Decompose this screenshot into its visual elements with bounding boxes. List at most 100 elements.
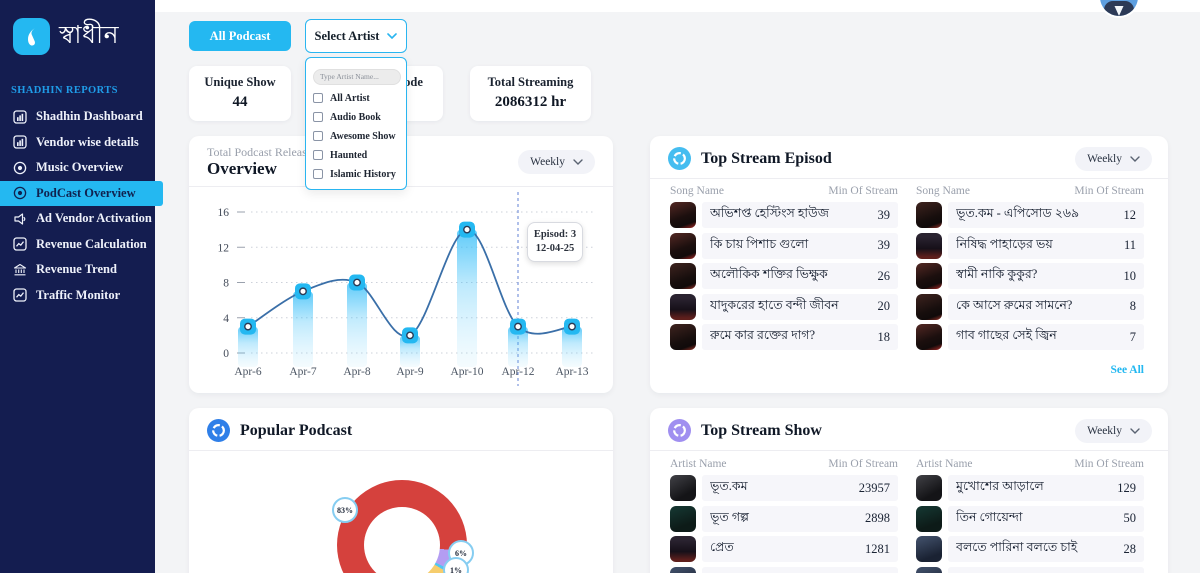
item-name: ভূত গল্প <box>710 509 749 524</box>
album-art <box>916 475 942 501</box>
donut-label-83: 83% <box>332 497 358 523</box>
show-period-select[interactable]: Weekly <box>1075 419 1152 443</box>
checkbox[interactable] <box>313 93 323 103</box>
artist-options-list: All Artist Audio Book Awesome Show Haunted I… <box>313 93 399 180</box>
show-list-right: মুখোশের আড়ালে 129 তিন গোয়েন্দা 50 বলতে পার… <box>916 475 1144 573</box>
album-art <box>670 202 696 228</box>
list-item[interactable]: ভূত.কম - এপিসোড ২৬৯ 12 <box>916 202 1144 228</box>
item-name: প্রেত <box>710 540 734 554</box>
show-list-left: ভূত.কম 23957 ভূত গল্প 2898 প্রেত 1281 <box>670 475 898 573</box>
list-item[interactable]: ভূত গল্প 2898 <box>670 505 898 532</box>
album-art <box>670 232 696 259</box>
record-icon <box>13 161 27 175</box>
list-item[interactable] <box>916 566 1144 573</box>
episode-period-select[interactable]: Weekly <box>1075 147 1152 171</box>
column-headers: Artist Name Min Of Stream <box>670 458 898 470</box>
list-item[interactable]: কে আসে রুমের সামনে? 8 <box>916 293 1144 320</box>
record-icon <box>13 186 27 200</box>
chart-tooltip: Episod: 3 12-04-25 <box>527 222 583 263</box>
overview-title: Overview <box>207 159 277 178</box>
row-bar: যাদুকরের হাতে বন্দী জীবন 20 <box>702 293 898 320</box>
album-art <box>670 536 696 562</box>
avatar[interactable] <box>1100 0 1138 16</box>
item-value: 1281 <box>865 541 890 556</box>
sidebar-item-traffic-monitor[interactable]: Traffic Monitor <box>0 283 155 309</box>
item-value: 129 <box>1117 480 1136 495</box>
column-headers: Artist Name Min Of Stream <box>916 458 1144 470</box>
sidebar-item-revenue-trend[interactable]: Revenue Trend <box>0 257 155 283</box>
checkbox[interactable] <box>313 112 323 122</box>
artist-search-input[interactable] <box>313 68 401 85</box>
list-item[interactable]: বলতে পারিনা বলতে চাই 28 <box>916 536 1144 562</box>
overview-period-select[interactable]: Weekly <box>518 150 595 174</box>
sidebar-item-podcast-overview[interactable]: PodCast Overview <box>0 180 163 206</box>
row-bar: গাব গাছের সেই জ্বিন 7 <box>948 324 1144 350</box>
list-item[interactable]: মুখোশের আড়ালে 129 <box>916 475 1144 501</box>
donut-label-1: 1% <box>443 557 469 573</box>
list-item[interactable]: গাব গাছের সেই জ্বিন 7 <box>916 324 1144 350</box>
row-bar: কি চায় পিশাচ গুলো 39 <box>702 232 898 259</box>
artist-option-all-artist[interactable]: All Artist <box>313 93 399 104</box>
all-podcast-button[interactable]: All Podcast <box>189 21 291 51</box>
checkbox[interactable] <box>313 131 323 141</box>
stat-value: 2086312 hr <box>494 94 567 110</box>
select-artist-dropdown-button[interactable]: Select Artist <box>305 19 407 53</box>
sidebar-item-ad-vendor-activation[interactable]: Ad Vendor Activation <box>0 206 155 232</box>
option-label: Awesome Show <box>330 130 396 142</box>
divider <box>189 450 613 451</box>
column-song-name: Song Name <box>670 185 724 197</box>
pie-chart-icon <box>668 147 691 170</box>
row-bar: বলতে পারিনা বলতে চাই 28 <box>948 536 1144 562</box>
album-art <box>670 566 696 573</box>
overview-subtitle: Total Podcast Releases <box>207 145 317 159</box>
logo[interactable]: স্বাধীন <box>0 0 155 58</box>
period-label: Weekly <box>1087 153 1122 165</box>
list-item[interactable]: অভিশপ্ত হেস্টিংস হাউজ 39 <box>670 202 898 228</box>
list-item[interactable]: যাদুকরের হাতে বন্দী জীবন 20 <box>670 293 898 320</box>
sidebar-menu: Shadhin Dashboard Vendor wise details Musi… <box>0 104 163 309</box>
list-item[interactable]: নিষিদ্ধ পাহাড়ের ভয় 11 <box>916 232 1144 259</box>
pie-chart-icon <box>207 419 230 442</box>
album-art <box>916 566 942 573</box>
item-name: কি চায় পিশাচ গুলো <box>710 236 809 251</box>
list-item[interactable]: তিন গোয়েন্দা 50 <box>916 505 1144 532</box>
list-item[interactable]: স্বামী নাকি কুকুর? 10 <box>916 263 1144 289</box>
item-name: যাদুকরের হাতে বন্দী জীবন <box>710 297 839 312</box>
sidebar-item-revenue-calculation[interactable]: Revenue Calculation <box>0 232 155 258</box>
item-value: 50 <box>1123 511 1137 525</box>
item-name: রুমে কার রক্তের দাগ? <box>710 328 816 342</box>
list-item[interactable]: অলৌকিক শক্তির ভিক্ষুক 26 <box>670 263 898 289</box>
see-all-link[interactable]: See All <box>1110 364 1144 376</box>
chart-icon <box>13 288 27 302</box>
artist-option-haunted[interactable]: Haunted <box>313 150 399 161</box>
list-item[interactable] <box>670 566 898 573</box>
svg-text:4: 4 <box>223 313 229 325</box>
select-artist-label: Select Artist <box>314 28 380 43</box>
pie-chart-icon <box>668 419 691 442</box>
item-name: অভিশপ্ত হেস্টিংস হাউজ <box>710 206 829 220</box>
period-label: Weekly <box>530 156 565 168</box>
checkbox[interactable] <box>313 169 323 179</box>
artist-option-audio-book[interactable]: Audio Book <box>313 112 399 123</box>
list-item[interactable]: ভূত.কম 23957 <box>670 475 898 501</box>
album-art <box>916 505 942 532</box>
overview-line-chart[interactable]: 0 4 8 12 16 Apr-6 Apr-7 Apr-8 Apr-9 Apr-10 Apr-12 A… <box>189 136 613 393</box>
popular-podcast-card: Popular Podcast 83% 6% 1% <box>189 408 613 573</box>
list-item[interactable]: কি চায় পিশাচ গুলো 39 <box>670 232 898 259</box>
checkbox[interactable] <box>313 150 323 160</box>
stat-value: 44 <box>232 94 248 110</box>
sidebar-item-music-overview[interactable]: Music Overview <box>0 155 155 181</box>
list-item[interactable]: রুমে কার রক্তের দাগ? 18 <box>670 324 898 350</box>
item-value: 18 <box>877 329 891 344</box>
list-item[interactable]: প্রেত 1281 <box>670 536 898 562</box>
row-bar: ভূত.কম - এপিসোড ২৬৯ 12 <box>948 202 1144 228</box>
chevron-down-icon <box>1130 153 1140 165</box>
item-name: ভূত.কম - এপিসোড ২৬৯ <box>956 206 1080 220</box>
sidebar-item-vendor-wise-details[interactable]: Vendor wise details <box>0 130 155 156</box>
album-art <box>916 324 942 350</box>
sidebar-item-shadhin-dashboard[interactable]: Shadhin Dashboard <box>0 104 155 130</box>
artist-option-islamic-history[interactable]: Islamic History <box>313 169 399 180</box>
episode-list-right: ভূত.কম - এপিসোড ২৬৯ 12 নিষিদ্ধ পাহাড়ের ভয… <box>916 202 1144 355</box>
column-min-of-stream: Min Of Stream <box>1074 185 1144 197</box>
artist-option-awesome-show[interactable]: Awesome Show <box>313 131 399 142</box>
